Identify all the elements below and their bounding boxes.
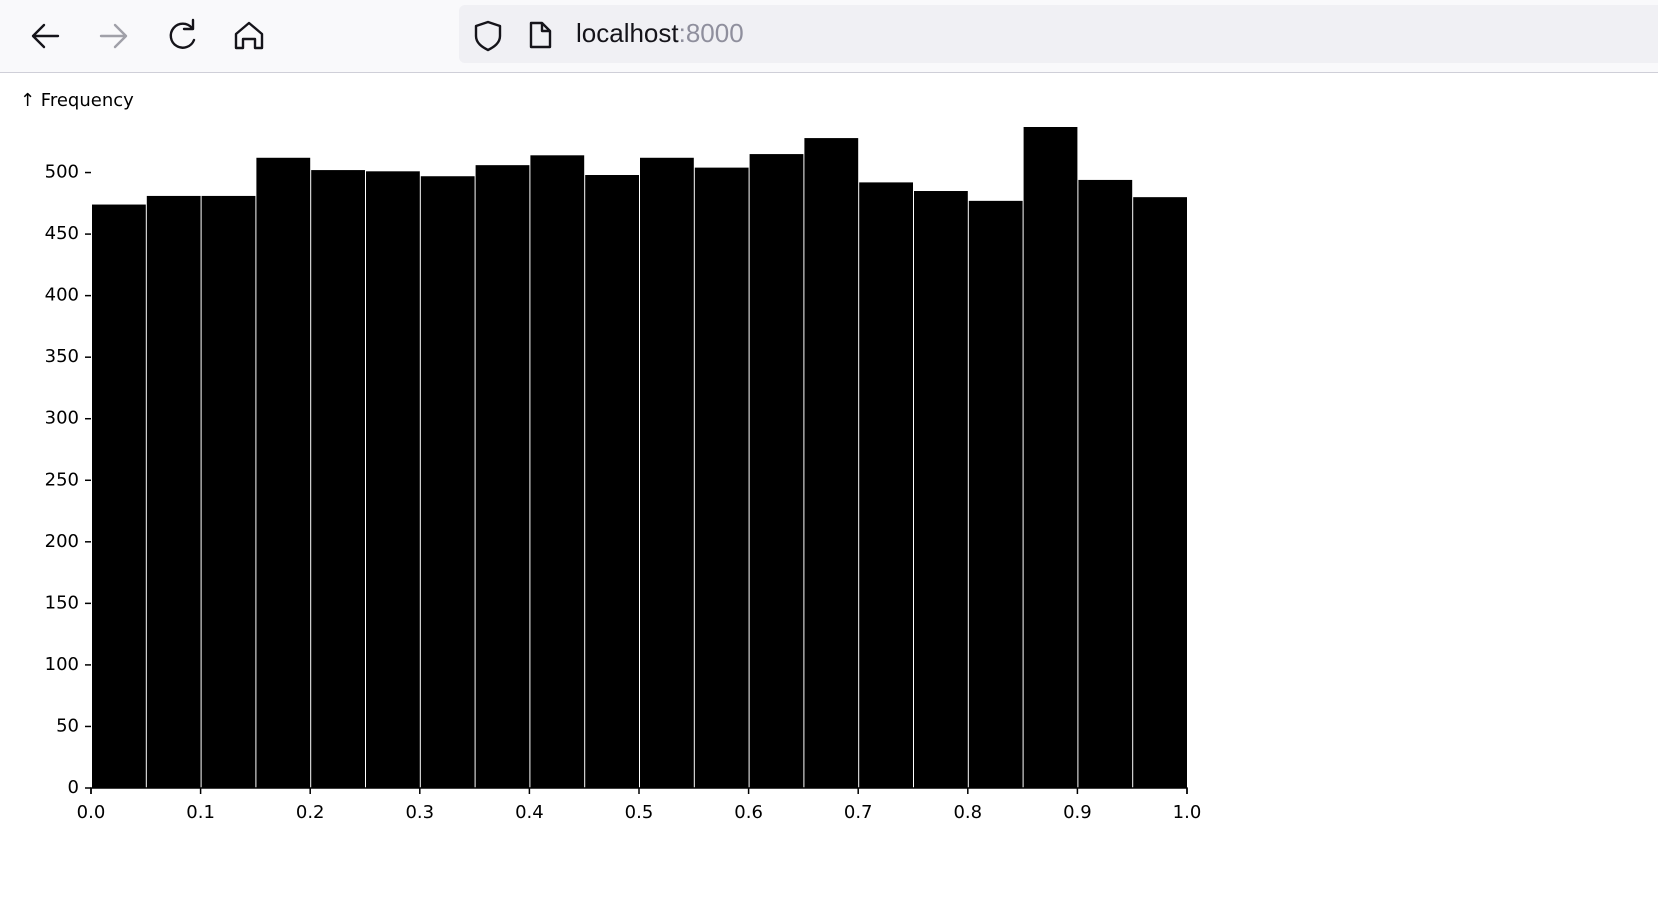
url-port: :8000 — [678, 18, 744, 48]
y-tick-label: 350 — [45, 346, 79, 367]
bar — [1133, 197, 1187, 789]
bar — [585, 175, 639, 788]
y-tick-label: 100 — [45, 654, 79, 675]
url-bar[interactable] — [459, 5, 1658, 63]
y-tick-label: 150 — [45, 592, 79, 613]
y-tick-label: 400 — [45, 285, 79, 306]
url-icons — [474, 20, 552, 52]
bar — [749, 154, 804, 788]
x-tick-label: 0.7 — [844, 802, 873, 823]
toolbar: localhost:8000 — [0, 0, 1658, 73]
bar — [859, 182, 913, 789]
y-axis-label: ↑ Frequency — [20, 90, 134, 111]
x-tick-label: 1.0 — [1173, 802, 1202, 823]
forward-button — [99, 23, 128, 49]
bar — [201, 195, 256, 788]
y-tick-label: 50 — [56, 715, 79, 736]
bar — [1078, 179, 1133, 789]
x-tick-label: 0.4 — [515, 802, 544, 823]
reload-button[interactable] — [169, 18, 196, 49]
url-host: localhost — [576, 18, 679, 48]
page-icon — [529, 21, 552, 49]
bar — [530, 155, 585, 789]
y-tick-label: 250 — [45, 469, 79, 490]
home-button[interactable] — [234, 21, 264, 50]
bar — [640, 157, 694, 788]
bar — [968, 200, 1023, 789]
x-tick-label: 0.8 — [953, 802, 982, 823]
nav-buttons — [31, 18, 264, 50]
x-tick-label: 0.3 — [405, 802, 434, 823]
x-tick-label: 0.1 — [186, 802, 215, 823]
x-tick-label: 0.5 — [625, 802, 654, 823]
y-tick-label: 300 — [45, 408, 79, 429]
back-button[interactable] — [31, 23, 60, 49]
url-text[interactable]: localhost:8000 — [576, 18, 744, 49]
x-tick-label: 0.6 — [734, 802, 763, 823]
shield-icon[interactable] — [474, 20, 502, 52]
bar — [311, 170, 365, 789]
y-tick-label: 450 — [45, 223, 79, 244]
x-tick-label: 0.9 — [1063, 802, 1092, 823]
bar — [914, 191, 968, 788]
bar — [694, 167, 749, 788]
x-tick-label: 0.0 — [77, 802, 106, 823]
bar — [804, 138, 859, 788]
bar — [92, 204, 146, 788]
y-tick-label: 500 — [45, 162, 79, 183]
bar — [475, 165, 530, 789]
bar — [366, 171, 420, 788]
bar — [1023, 127, 1078, 788]
bar — [146, 195, 201, 788]
bar — [256, 157, 311, 788]
bar — [420, 176, 475, 788]
y-tick-label: 0 — [68, 777, 79, 798]
x-tick-label: 0.2 — [296, 802, 325, 823]
y-tick-label: 200 — [45, 531, 79, 552]
